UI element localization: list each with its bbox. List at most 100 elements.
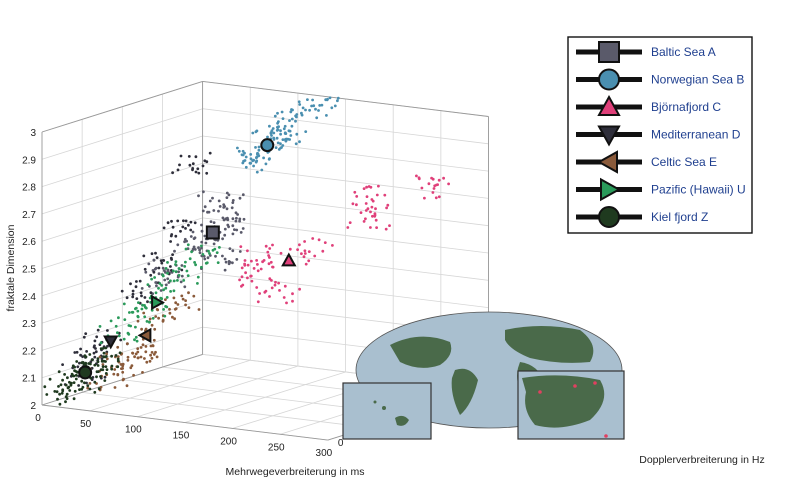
data-point <box>193 261 197 264</box>
axis-edge <box>41 80 203 133</box>
data-point <box>242 159 246 163</box>
data-point <box>140 327 144 331</box>
z-tick-label: 2.7 <box>22 210 36 221</box>
data-point <box>61 389 65 393</box>
data-point <box>152 338 156 342</box>
data-point <box>264 289 268 293</box>
data-point <box>370 205 374 209</box>
data-point <box>189 220 193 224</box>
data-point <box>317 109 320 112</box>
data-point <box>384 227 388 231</box>
data-point <box>300 252 303 256</box>
data-point <box>86 386 90 390</box>
data-point <box>204 241 208 245</box>
data-point <box>72 381 76 384</box>
data-point <box>120 289 124 293</box>
data-point <box>208 199 212 203</box>
data-point <box>156 308 160 312</box>
data-point <box>172 279 176 283</box>
data-point <box>104 355 108 358</box>
data-point <box>181 225 185 229</box>
data-point <box>223 268 227 272</box>
data-point <box>177 270 181 274</box>
data-point <box>82 335 86 339</box>
data-point <box>163 278 167 282</box>
data-point <box>184 227 187 230</box>
data-point <box>99 375 102 378</box>
data-point <box>283 131 287 135</box>
data-point <box>55 390 59 394</box>
z-tick-label: 2 <box>30 401 36 412</box>
data-point <box>365 195 369 199</box>
data-point <box>154 315 158 318</box>
data-point <box>109 319 113 323</box>
data-point <box>96 357 100 360</box>
data-point <box>148 320 151 324</box>
data-point <box>201 253 205 256</box>
data-point <box>169 240 173 243</box>
data-point <box>85 350 88 353</box>
data-point <box>169 265 172 268</box>
data-point <box>174 301 178 305</box>
data-point <box>59 383 63 387</box>
data-point <box>231 199 235 202</box>
data-point <box>223 205 227 208</box>
data-point <box>118 351 122 355</box>
legend-label: Pazific (Hawaii) U <box>651 183 746 197</box>
data-point <box>180 268 184 272</box>
data-point <box>276 121 279 125</box>
data-point <box>65 392 69 396</box>
data-point <box>207 249 210 253</box>
grid-line <box>202 190 489 227</box>
data-point <box>294 142 298 146</box>
data-point <box>239 245 243 249</box>
data-point <box>174 260 178 263</box>
data-point <box>196 275 200 279</box>
data-point <box>114 324 118 328</box>
data-point <box>272 131 276 135</box>
data-point <box>171 253 175 256</box>
data-point <box>146 283 150 286</box>
data-point <box>300 113 304 117</box>
data-point <box>273 114 277 118</box>
data-point <box>224 217 228 221</box>
data-point <box>117 334 121 338</box>
legend-marker <box>598 68 620 91</box>
data-point <box>83 381 86 385</box>
data-point <box>437 195 441 199</box>
data-point <box>290 117 294 121</box>
grid-line <box>41 190 203 242</box>
data-point <box>221 216 225 220</box>
data-point <box>161 274 165 278</box>
data-point <box>148 359 152 363</box>
grid-line <box>41 272 203 324</box>
data-point <box>131 289 135 293</box>
data-point <box>159 259 163 262</box>
data-point <box>237 149 241 153</box>
grid-line <box>41 162 203 215</box>
data-point <box>141 343 145 347</box>
data-point <box>99 341 103 345</box>
data-point <box>364 217 367 221</box>
data-point <box>136 319 140 323</box>
data-point <box>264 244 268 248</box>
data-point <box>63 373 66 376</box>
data-point <box>183 285 187 289</box>
data-point <box>145 320 149 323</box>
data-point <box>136 347 140 350</box>
data-point <box>134 306 138 310</box>
data-point <box>187 155 191 158</box>
data-point <box>121 370 125 374</box>
data-point <box>84 332 88 335</box>
data-point <box>216 261 220 264</box>
data-point <box>126 342 129 346</box>
data-point <box>73 351 77 354</box>
y-tick-label: 0 <box>338 438 344 449</box>
data-point <box>239 231 243 234</box>
data-point <box>135 280 138 283</box>
data-point <box>159 289 163 292</box>
data-point <box>191 168 194 172</box>
data-point <box>246 263 250 267</box>
data-point <box>193 236 197 240</box>
data-point <box>134 335 138 339</box>
